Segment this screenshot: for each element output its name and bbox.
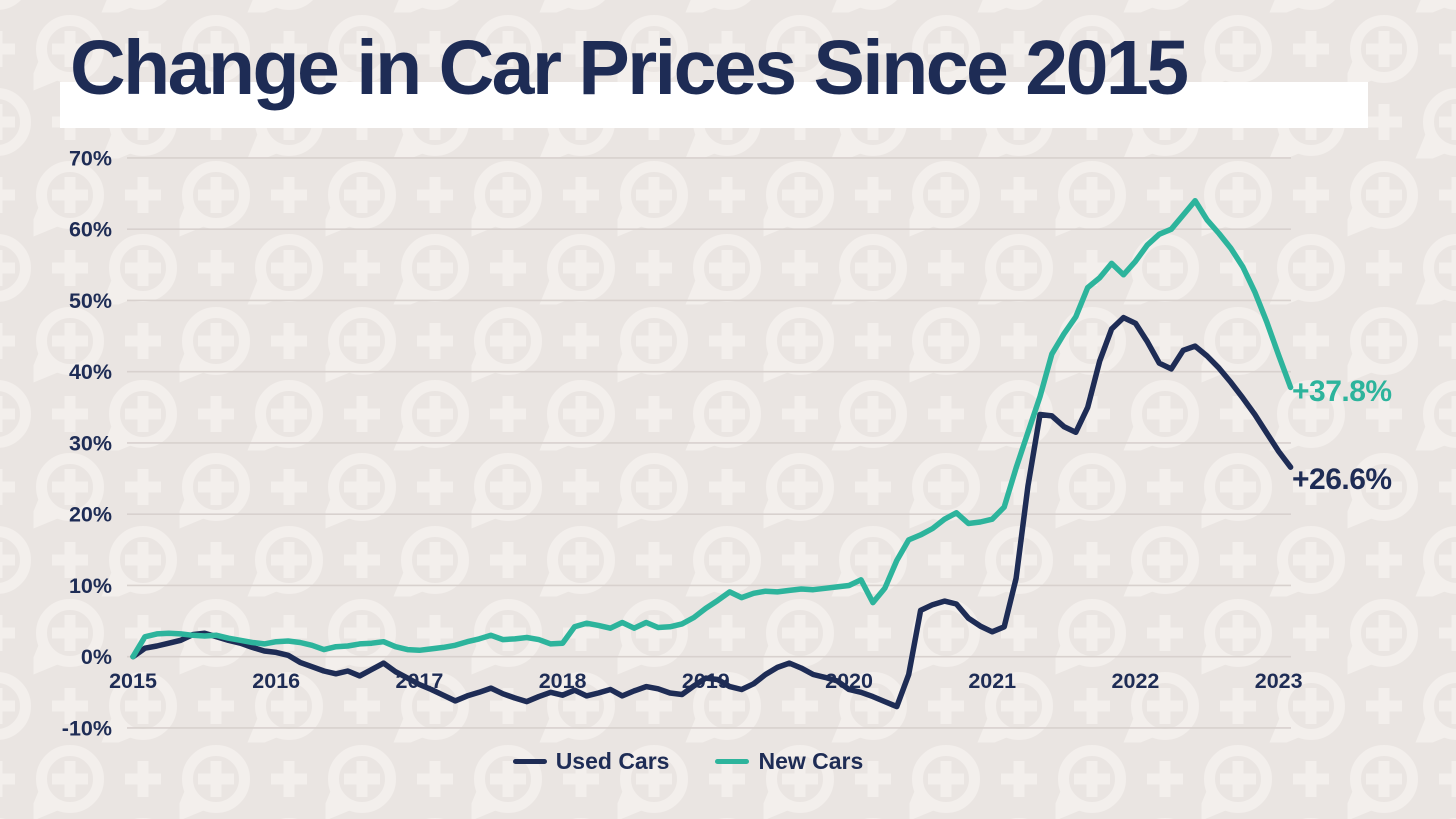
legend-label-used-cars: Used Cars bbox=[555, 748, 670, 774]
y-tick-label-30%: 30% bbox=[69, 431, 112, 455]
y-tick-label-20%: 20% bbox=[69, 503, 112, 527]
page-title: Change in Car Prices Since 2015 bbox=[70, 25, 1189, 111]
y-tick-label-50%: 50% bbox=[69, 289, 112, 313]
new-cars-line-swatch bbox=[715, 759, 750, 764]
x-tick-label-2022: 2022 bbox=[1112, 669, 1160, 693]
used-cars-line bbox=[130, 314, 1294, 710]
x-tick-label-2016: 2016 bbox=[252, 669, 300, 693]
new-cars-end-label: +37.8% bbox=[1292, 375, 1392, 409]
used-cars-end-label: +26.6% bbox=[1292, 463, 1392, 497]
legend-item-new-cars: New Cars bbox=[715, 748, 863, 775]
y-tick-label-10%: 10% bbox=[69, 574, 112, 598]
y-tick-label-60%: 60% bbox=[69, 218, 112, 242]
x-tick-label-2015: 2015 bbox=[109, 669, 157, 693]
x-tick-label-2023: 2023 bbox=[1255, 669, 1303, 693]
title-highlight-band bbox=[60, 82, 1368, 128]
y-tick-label--10%: -10% bbox=[62, 716, 112, 740]
x-tick-label-2018: 2018 bbox=[539, 669, 587, 693]
used-cars-line-swatch bbox=[512, 759, 547, 764]
y-tick-label-70%: 70% bbox=[69, 146, 112, 170]
legend-item-used-cars: Used Cars bbox=[512, 748, 670, 775]
legend-label-new-cars: New Cars bbox=[758, 748, 864, 774]
new-cars-line bbox=[130, 197, 1294, 660]
x-tick-label-2021: 2021 bbox=[968, 669, 1016, 693]
legend: Used Cars New Cars bbox=[0, 748, 1376, 775]
y-tick-label-0%: 0% bbox=[81, 645, 112, 669]
y-tick-label-40%: 40% bbox=[69, 360, 112, 384]
